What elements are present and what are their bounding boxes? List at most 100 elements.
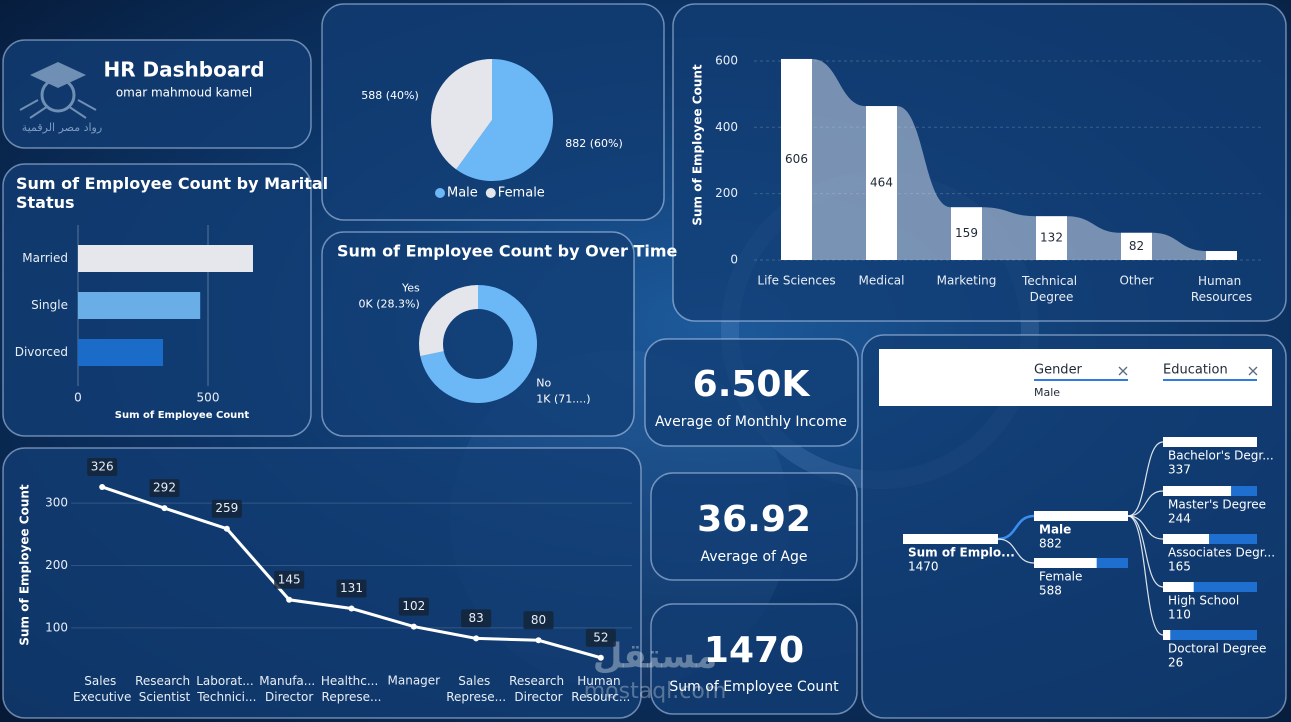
data-label: 326	[91, 459, 114, 473]
node-bar-bg	[1163, 534, 1257, 544]
kpi-card	[650, 603, 858, 715]
node-label: High School	[1168, 594, 1239, 608]
data-label-bg	[274, 570, 305, 589]
data-label: 102	[402, 599, 425, 613]
kpi-label: Average of Age	[701, 549, 808, 565]
filter-box	[879, 349, 1272, 406]
category-label: Yes	[401, 282, 420, 295]
text-line: Healthc...	[321, 674, 382, 688]
text-line: Research	[135, 674, 194, 688]
logo-cap	[30, 62, 86, 88]
node-bar	[1163, 582, 1194, 592]
connector	[1127, 441, 1164, 517]
dashboard-subtitle: omar mahmoud kamel	[116, 86, 252, 100]
legend-swatch	[435, 188, 445, 198]
filter-remove-icon[interactable]	[1248, 366, 1258, 376]
text-line: Director	[514, 690, 562, 704]
kpi-card	[644, 338, 859, 447]
bar	[1036, 216, 1067, 260]
kpi-value: 6.50K	[693, 364, 811, 405]
x-tick-label: Life Sciences	[757, 274, 835, 288]
x-axis-title: Sum of Employee Count	[115, 410, 250, 421]
text-line: Technici...	[196, 690, 256, 704]
data-label: 464	[870, 176, 893, 190]
connector	[1127, 515, 1164, 636]
text-line: Resources	[1191, 290, 1252, 304]
node-value: 337	[1168, 463, 1191, 477]
point	[223, 525, 230, 532]
bar	[78, 339, 164, 366]
node-label: Doctoral Degree	[1168, 642, 1266, 656]
text-line: Sum of Employee Count by Marital	[16, 174, 334, 193]
bar	[78, 245, 253, 272]
filter-remove-icon[interactable]	[1118, 366, 1128, 376]
y-tick-label: Single	[31, 298, 68, 312]
text-line: Represe...	[322, 690, 382, 704]
filter-field[interactable]: Gender	[1034, 363, 1083, 378]
data-label-bg	[211, 499, 242, 518]
point	[597, 654, 604, 661]
text-line: Director	[265, 690, 313, 704]
y-tick-label: 100	[45, 620, 68, 634]
kpi-card	[650, 472, 858, 581]
bar	[1206, 251, 1237, 260]
chart-title: Sum of Employee Count by Marital Status	[16, 174, 334, 212]
text-line: Technical	[1021, 274, 1081, 288]
legend-swatch	[485, 188, 496, 198]
x-tick-label: Human Resourc...	[571, 674, 630, 704]
node-label: Master's Degree	[1168, 498, 1266, 512]
node-bar-bg	[1163, 630, 1257, 640]
text-line: Status	[16, 193, 75, 212]
data-label: 588 (40%)	[361, 89, 419, 102]
x-tick-label: Sales Represe...	[446, 674, 506, 704]
connector	[997, 538, 1035, 564]
data-label: 52	[593, 630, 608, 644]
x-tick-label: Research Scientist	[135, 674, 194, 704]
data-label: 882 (60%)	[565, 137, 623, 150]
x-tick-label: 500	[197, 391, 220, 405]
data-label: 159	[955, 226, 978, 240]
job-role-panel	[2, 447, 642, 719]
y-tick-label: 300	[45, 496, 68, 510]
point	[410, 623, 417, 630]
text-line: Degree	[1030, 290, 1074, 304]
text-line: Human	[1198, 274, 1245, 288]
connector	[997, 514, 1035, 541]
text-line: Executive	[73, 690, 131, 704]
header-panel	[2, 39, 312, 149]
y-axis-title: Sum of Employee Count	[691, 64, 705, 226]
data-label: 132	[1040, 231, 1063, 245]
point	[286, 596, 293, 603]
x-tick-label: Technical Degree	[1021, 274, 1081, 304]
x-tick-label: Research Director	[509, 674, 568, 704]
y-tick-label: 200	[45, 558, 68, 572]
node-label: Sum of Emplo...	[908, 546, 1015, 560]
data-label: 82	[1129, 239, 1144, 253]
watermark: mostaql.com	[584, 679, 727, 704]
y-tick-label: 400	[715, 120, 738, 134]
bar	[951, 207, 982, 260]
node-value: 1470	[908, 560, 939, 574]
filter-value[interactable]: Male	[1034, 386, 1060, 399]
data-label: 80	[531, 613, 546, 627]
node-value: 165	[1168, 560, 1191, 574]
bar	[781, 58, 812, 260]
logo-text: رواد مصر الرقمية	[22, 121, 102, 134]
filter-field[interactable]: Education	[1163, 363, 1228, 378]
data-label: 292	[153, 481, 176, 495]
x-tick-label: Sales Executive	[73, 674, 131, 704]
kpi-label: Sum of Employee Count	[669, 679, 839, 695]
text-line: Sales	[84, 674, 120, 688]
kpi-value: 1470	[704, 630, 804, 671]
data-label-bg	[87, 457, 118, 476]
dashboard-title: HR Dashboard	[103, 58, 264, 82]
x-tick-label: Healthc... Represe...	[321, 674, 382, 704]
text-line: Represe...	[446, 690, 506, 704]
node-label: Female	[1039, 570, 1082, 584]
point	[161, 505, 168, 512]
legend-label: Female	[498, 186, 545, 201]
node-value: 26	[1168, 656, 1183, 670]
kpi-label: Average of Monthly Income	[655, 414, 847, 430]
data-label: 131	[340, 581, 363, 595]
